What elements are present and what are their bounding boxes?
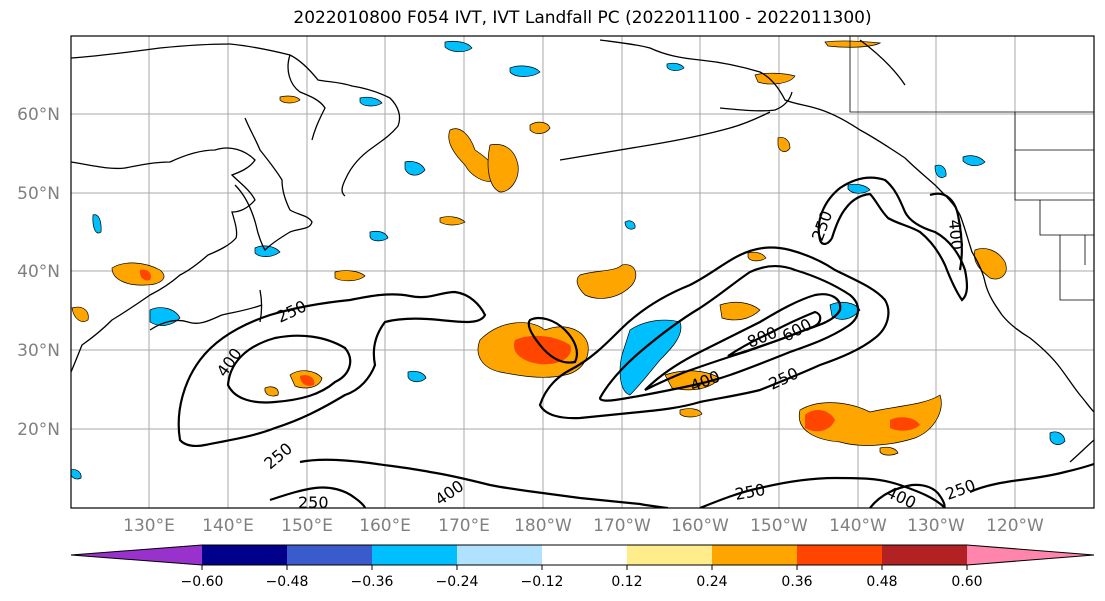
map-title: 2022010800 F054 IVT, IVT Landfall PC (20…	[293, 8, 872, 28]
latitude-label: 40°N	[17, 262, 60, 282]
colorbar-tick-label: 0.12	[611, 574, 642, 590]
latitude-label: 20°N	[17, 420, 60, 440]
colorbar-tick-label: 0.48	[866, 574, 897, 590]
political-borders	[849, 36, 1094, 301]
colorbar-tick-label: −0.60	[181, 574, 224, 590]
longitude-label: 160°E	[359, 516, 411, 536]
longitude-label: 150°W	[750, 516, 808, 536]
colorbar-tick-label: −0.24	[436, 574, 479, 590]
contour-label: 250	[298, 493, 329, 512]
longitude-label: 160°W	[671, 516, 729, 536]
latitude-labels: 60°N 50°N 40°N 30°N 20°N	[17, 105, 60, 440]
colorbar-ticks	[201, 565, 968, 570]
colorbar-segment	[797, 545, 882, 565]
positive-anomaly-shading	[71, 40, 1007, 456]
longitude-label: 140°W	[829, 516, 887, 536]
colorbar-tick-label: 0.60	[951, 574, 982, 590]
longitude-label: 130°W	[907, 516, 965, 536]
colorbar-tick-label: −0.48	[266, 574, 309, 590]
latitude-label: 50°N	[17, 184, 60, 204]
colorbar-segment	[202, 545, 287, 565]
colorbar-segment	[287, 545, 372, 565]
ivt-contours	[177, 176, 1094, 508]
coastlines	[71, 39, 1094, 463]
colorbar-segment	[372, 545, 457, 565]
longitude-label: 170°E	[438, 516, 490, 536]
longitude-label: 170°W	[593, 516, 651, 536]
colorbar: −0.60 −0.48 −0.36 −0.24 −0.12 0.12 0.24 …	[70, 544, 1095, 590]
colorbar-segment	[542, 545, 627, 565]
latitude-label: 30°N	[17, 341, 60, 361]
latitude-label: 60°N	[17, 105, 60, 125]
contour-label: 400	[945, 219, 967, 251]
colorbar-high-extension	[967, 545, 1094, 565]
longitude-label: 180°W	[514, 516, 572, 536]
negative-anomaly-shading	[71, 40, 1066, 480]
longitude-label: 140°E	[202, 516, 254, 536]
colorbar-tick-label: 0.24	[696, 574, 727, 590]
colorbar-segment	[457, 545, 542, 565]
colorbar-segment	[627, 545, 712, 565]
longitude-labels: 130°E 140°E 150°E 160°E 170°E 180°W 170°…	[123, 516, 1044, 536]
longitude-label: 120°W	[986, 516, 1044, 536]
colorbar-tick-label: 0.36	[781, 574, 812, 590]
colorbar-low-extension	[71, 545, 202, 565]
map-frame	[70, 35, 1095, 509]
colorbar-tick-label: −0.12	[521, 574, 564, 590]
longitude-label: 150°E	[281, 516, 333, 536]
map-panel	[71, 36, 1094, 508]
colorbar-segment	[882, 545, 967, 565]
longitude-label: 130°E	[123, 516, 175, 536]
colorbar-segment	[712, 545, 797, 565]
colorbar-tick-label: −0.36	[351, 574, 394, 590]
